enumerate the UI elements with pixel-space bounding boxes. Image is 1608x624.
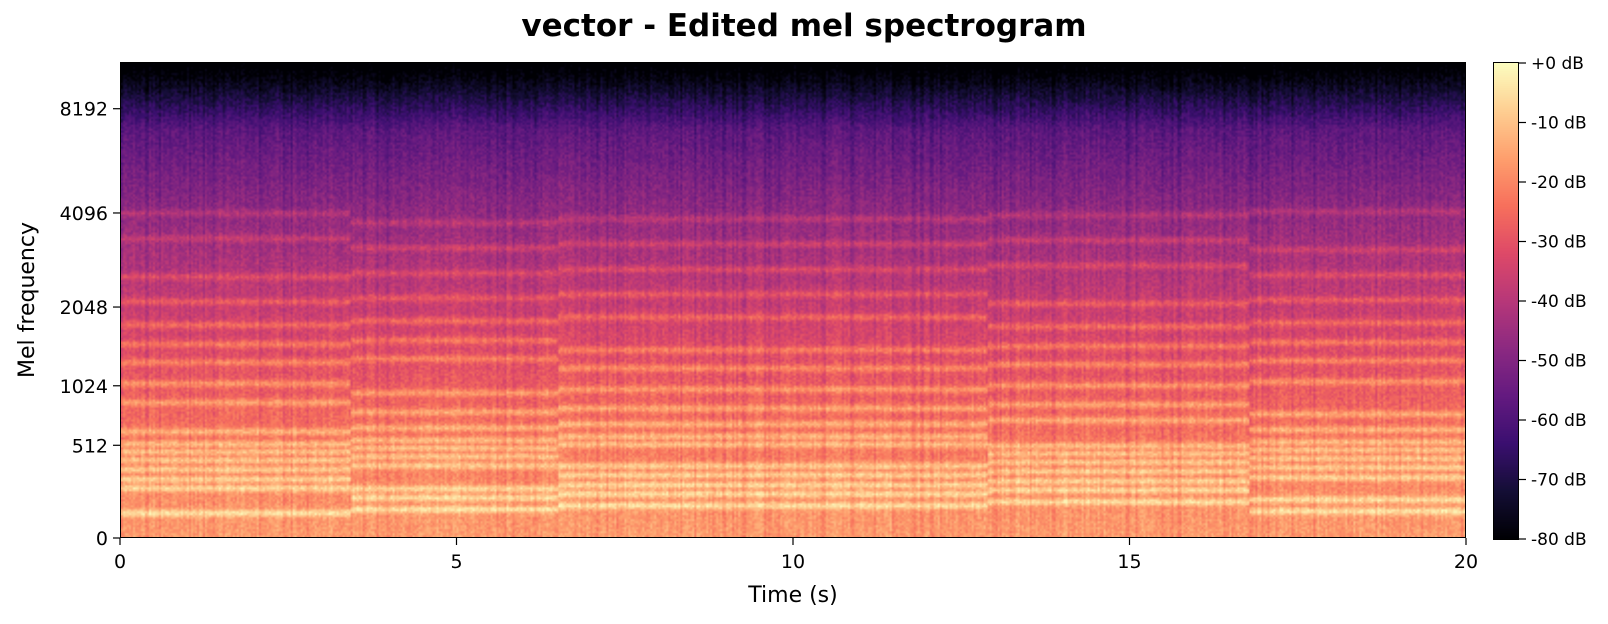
colorbar-tick-label: -70 dB xyxy=(1531,471,1587,491)
spectrogram-image xyxy=(121,63,1465,537)
x-axis: 0 5 10 15 20 xyxy=(114,538,1478,573)
colorbar-tick-label: -10 dB xyxy=(1531,114,1587,134)
y-tick-label: 4096 xyxy=(60,203,108,225)
colorbar-gradient xyxy=(1494,63,1518,539)
y-tick-label: 0 xyxy=(96,528,108,550)
x-tick-label: 20 xyxy=(1454,551,1478,573)
x-tick-label: 0 xyxy=(114,551,126,573)
x-tick-label: 15 xyxy=(1117,551,1141,573)
colorbar-tick-label: -80 dB xyxy=(1531,530,1587,550)
colorbar-axis: +0 dB -10 dB -20 dB -30 dB -40 dB -50 dB -60 d… xyxy=(1519,54,1587,550)
y-tick-label: 512 xyxy=(72,435,108,457)
y-tick-label: 8192 xyxy=(60,99,108,121)
colorbar-tick-label: -60 dB xyxy=(1531,411,1587,431)
y-tick-label: 2048 xyxy=(60,297,108,319)
x-axis-label: Time (s) xyxy=(747,583,837,608)
colorbar-tick-label: -30 dB xyxy=(1531,233,1587,253)
y-tick-label: 1024 xyxy=(60,376,108,398)
y-axis-label: Mel frequency xyxy=(15,222,40,378)
spectrogram-plot-area xyxy=(120,62,1466,538)
y-axis: 0 512 1024 2048 4096 8192 xyxy=(60,99,120,550)
colorbar-tick-label: -40 dB xyxy=(1531,292,1587,312)
x-tick-label: 5 xyxy=(450,551,462,573)
x-tick-label: 10 xyxy=(781,551,805,573)
colorbar-tick-label: -50 dB xyxy=(1531,352,1587,372)
chart-title: vector - Edited mel spectrogram xyxy=(521,8,1087,44)
colorbar-tick-label: +0 dB xyxy=(1531,54,1584,74)
colorbar-tick-label: -20 dB xyxy=(1531,173,1587,193)
colorbar xyxy=(1493,62,1519,540)
